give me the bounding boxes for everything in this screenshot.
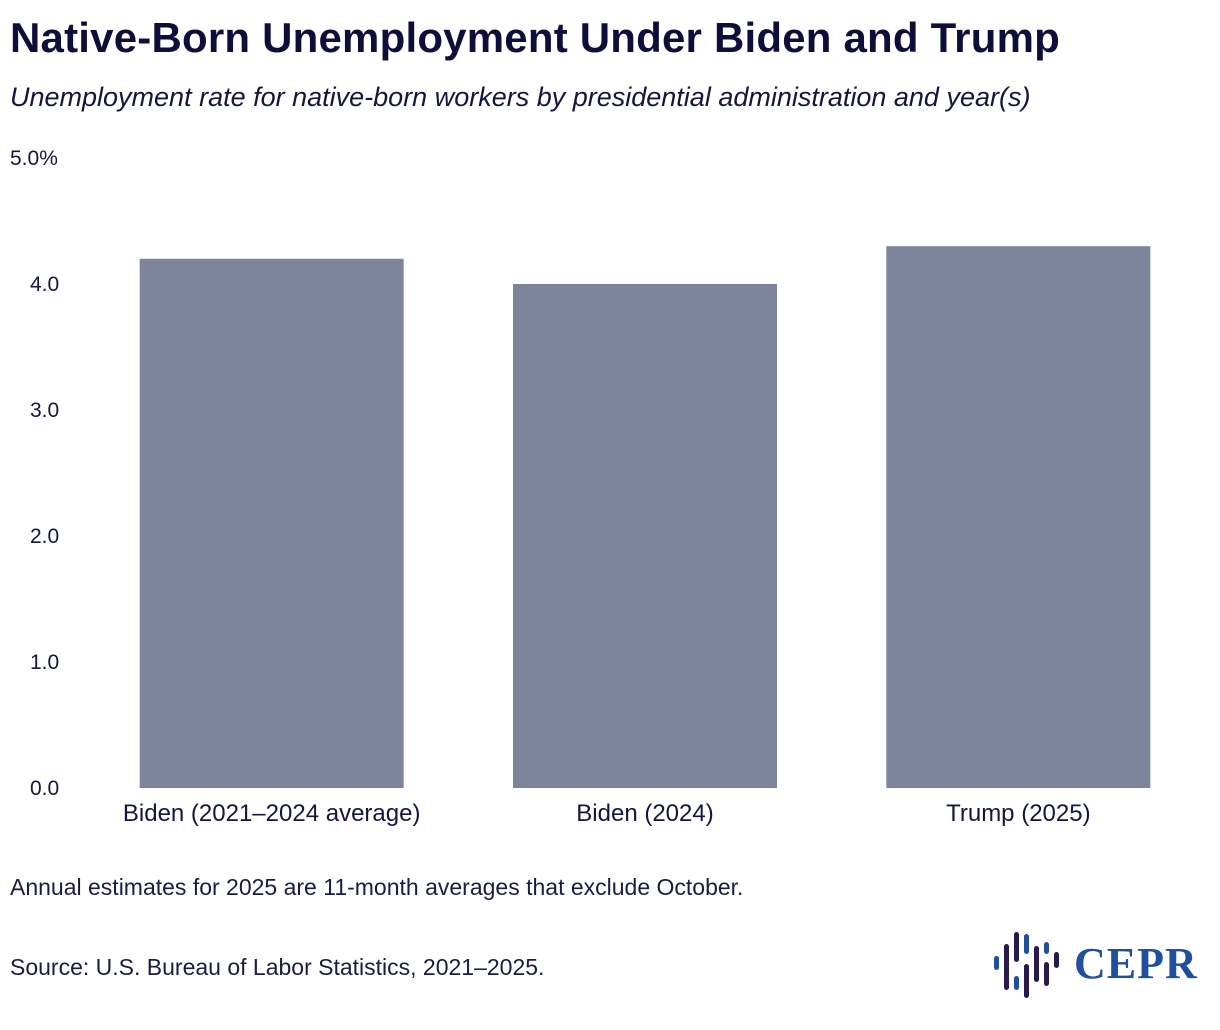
y-tick-label: 2.0 xyxy=(30,525,59,548)
logo-mark-stroke xyxy=(1004,944,1009,990)
logo-mark-stroke xyxy=(1044,942,1049,954)
logo-mark-stroke xyxy=(1024,964,1029,998)
chart-subtitle: Unemployment rate for native-born worker… xyxy=(10,82,1031,112)
cepr-mark-icon xyxy=(994,932,1059,998)
cepr-logo: CEPR xyxy=(988,924,1202,1004)
y-tick-label: 4.0 xyxy=(30,273,59,296)
logo-mark-stroke xyxy=(1024,934,1029,954)
x-category-label: Trump (2025) xyxy=(946,800,1091,827)
bar-chart: 0.0 1.0 2.0 3.0 4.0 5.0% Biden (2021–2024 aver… xyxy=(10,147,1151,827)
logo-mark-stroke xyxy=(1054,952,1059,968)
logo-text: CEPR xyxy=(1074,939,1198,988)
logo-mark-stroke xyxy=(1014,976,1019,990)
chart-source: Source: U.S. Bureau of Labor Statistics,… xyxy=(10,954,545,980)
x-category-label: Biden (2024) xyxy=(576,800,713,827)
x-category-label: Biden (2021–2024 average) xyxy=(123,800,421,827)
bar xyxy=(513,284,777,788)
chart-title: Native-Born Unemployment Under Biden and… xyxy=(10,14,1060,61)
logo-mark-stroke xyxy=(1014,932,1019,962)
y-tick-label: 1.0 xyxy=(30,651,59,674)
y-tick-label: 0.0 xyxy=(30,777,59,800)
bar xyxy=(139,258,404,788)
logo-mark-stroke xyxy=(1044,962,1049,986)
logo-mark-stroke xyxy=(1034,946,1039,982)
chart-note: Annual estimates for 2025 are 11-month a… xyxy=(10,874,744,900)
logo-mark-stroke xyxy=(994,956,999,970)
y-tick-label: 5.0% xyxy=(10,147,58,170)
y-tick-label: 3.0 xyxy=(30,399,59,422)
bar xyxy=(886,246,1151,788)
